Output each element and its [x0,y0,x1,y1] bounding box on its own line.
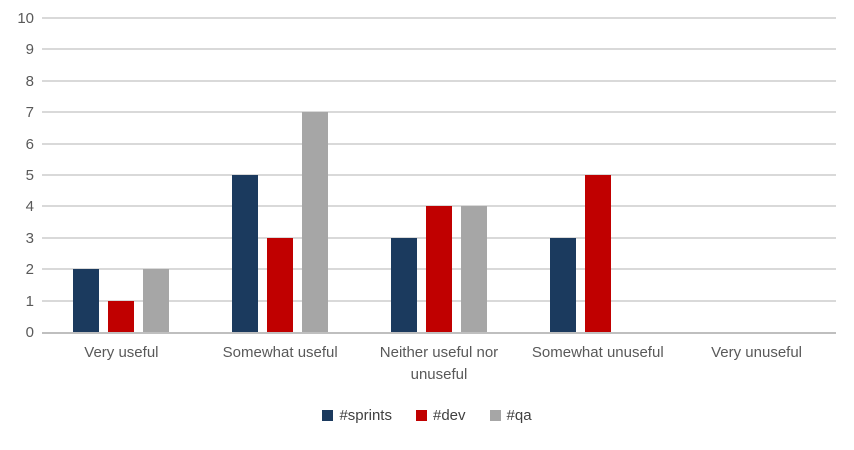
gridline [42,205,836,208]
bar-sprints [390,237,417,332]
bar-dev [108,300,135,332]
y-tick-label: 10 [17,10,34,27]
legend-swatch-icon [415,410,427,421]
legend-swatch-icon [489,410,501,421]
bar-group [360,18,519,332]
gridline [42,17,836,19]
bar-sprints [549,237,576,332]
category-label: Somewhat useful [222,344,338,361]
y-tick-label: 9 [25,41,34,59]
gridline [42,174,836,176]
legend: #sprints #dev #qa [0,407,854,424]
bar-qa [302,112,329,332]
y-tick-label: 6 [25,135,34,153]
bar-qa [460,206,487,332]
bar-groups [42,18,836,332]
legend-label: #sprints [339,407,392,424]
category-label: Very unuseful [711,344,803,361]
bar-dev [425,206,452,332]
y-tick-label: 8 [25,72,34,90]
legend-item: #sprints [322,407,392,424]
bar-sprints [232,175,259,332]
bar-group [201,18,360,332]
x-axis: Very useful Somewhat useful Neither useful… [42,342,836,386]
gridline [42,142,836,145]
legend-label: #dev [432,407,466,424]
y-tick-label: 1 [25,292,34,310]
gridline [42,48,836,51]
legend-label: #qa [506,407,532,424]
y-tick-label: 4 [25,198,34,216]
legend-item: #dev [415,407,466,424]
legend-swatch-icon [322,410,334,421]
bar-sprints [73,269,100,332]
bar-dev [267,237,294,332]
bar-group [42,18,201,332]
bar-group [677,18,836,332]
legend-item: #qa [489,407,532,424]
y-tick-label: 7 [25,104,34,122]
gridline [42,79,836,82]
category-label: Somewhat unuseful [531,344,664,361]
y-tick-label: 0 [25,324,34,341]
y-tick-label: 2 [25,261,34,279]
y-tick-label: 3 [25,229,34,247]
gridline [42,111,836,114]
category-label: Neither useful nor unuseful [379,344,499,383]
plot-area [42,17,836,334]
y-tick-label: 5 [25,167,34,184]
category-label: Very useful [84,344,159,361]
bar-group [518,18,677,332]
bar-qa [143,269,170,332]
bar-dev [584,175,611,332]
